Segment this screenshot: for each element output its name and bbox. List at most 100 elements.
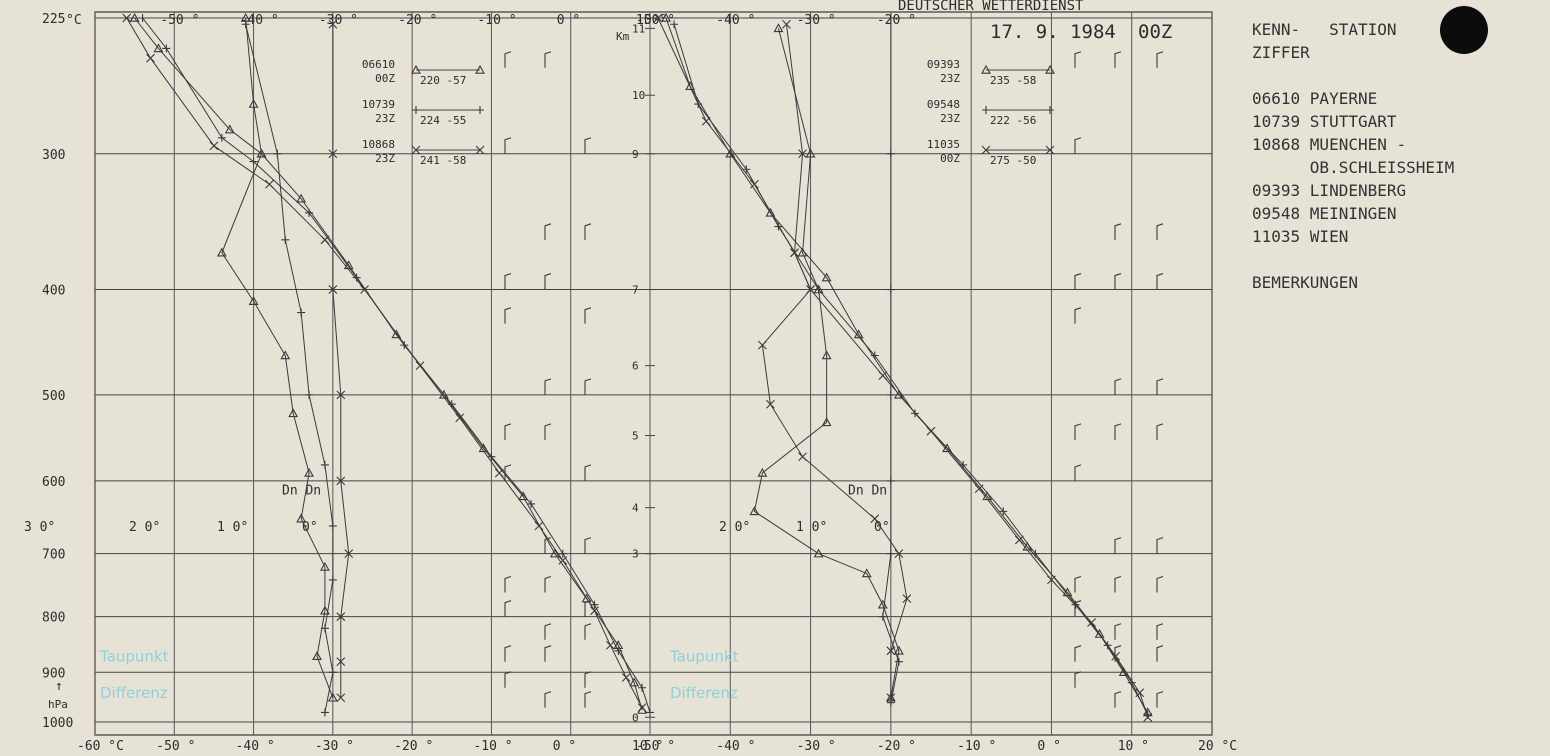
plus-marker	[999, 507, 1008, 516]
wind-barb	[1114, 378, 1122, 395]
plus-marker	[1031, 549, 1040, 558]
trop-values: 241 -58	[420, 154, 466, 167]
cross-marker	[766, 399, 775, 409]
plus-marker	[527, 499, 536, 508]
triangle-marker	[319, 561, 330, 571]
triangle-marker	[280, 350, 291, 360]
dew-diff-tick-left: 0°	[302, 520, 318, 535]
wind-barb	[1114, 423, 1122, 440]
wind-barb	[544, 378, 552, 395]
wind-barb	[1156, 645, 1164, 662]
plus-marker	[487, 452, 496, 461]
x-tick-left-top: -30 °	[319, 13, 358, 28]
cross-marker	[328, 19, 338, 29]
x-tick-right-bottom: -30 °	[797, 739, 836, 754]
plus-marker	[412, 106, 420, 114]
cross-marker	[1087, 618, 1096, 627]
height-tick-label: 4	[632, 502, 639, 515]
cross-marker	[653, 13, 663, 23]
trop-station-id: 10868	[362, 138, 395, 151]
temperature-curve	[673, 24, 1149, 716]
plus-marker	[558, 549, 567, 558]
plus-marker	[305, 208, 314, 217]
station-entry: 11035 WIEN	[1252, 227, 1349, 246]
wind-barb	[1074, 600, 1082, 617]
triangle-marker	[1094, 628, 1105, 638]
wind-barb	[1114, 223, 1122, 240]
x-tick-left-bottom: -10 °	[473, 739, 512, 754]
triangle-marker	[248, 98, 259, 108]
cross-marker	[790, 248, 799, 258]
x-tick-right-bottom: 20 °C	[1198, 739, 1237, 754]
triangle-marker	[749, 506, 760, 516]
pressure-tick-label: 600	[42, 475, 65, 490]
triangle-marker	[248, 296, 259, 305]
plus-marker	[241, 20, 250, 29]
wind-barb	[1114, 51, 1122, 68]
cross-marker	[981, 145, 991, 155]
cross-marker	[1111, 651, 1121, 661]
pressure-tick-label: 400	[42, 284, 65, 299]
trop-station-id: 11035	[927, 138, 960, 151]
cross-marker	[320, 235, 330, 245]
height-tick-label: 10	[632, 89, 645, 102]
wind-barb	[1156, 51, 1164, 68]
x-tick-left-top: -50 °	[160, 13, 199, 28]
wind-barb	[1114, 623, 1122, 640]
plus-marker	[162, 44, 171, 53]
wind-barb	[1156, 537, 1164, 554]
temperature-curve	[657, 17, 1149, 718]
plus-marker	[614, 646, 623, 655]
plus-marker	[886, 149, 895, 158]
plus-marker	[886, 285, 895, 294]
cross-marker	[336, 612, 346, 622]
triangle-marker	[153, 43, 164, 53]
station-list: 06610 PAYERNE 10739 STUTTGART 10868 MUENCH…	[1252, 87, 1548, 248]
x-tick-left-top: -20 °	[398, 13, 437, 28]
annotation-differenz: Differenz	[100, 684, 168, 702]
plus-marker	[1103, 641, 1112, 650]
remarks-label: BEMERKUNGEN	[1252, 273, 1358, 292]
plus-marker	[297, 308, 306, 317]
wind-barb	[1156, 378, 1164, 395]
cross-marker	[344, 549, 354, 559]
x-tick-right-top: -20 °	[877, 13, 916, 28]
plus-marker	[878, 612, 887, 621]
plus-marker	[894, 657, 903, 666]
cross-marker	[411, 145, 421, 155]
height-tick-label: 5	[632, 430, 639, 443]
trop-values: 275 -50	[990, 154, 1036, 167]
cross-marker	[974, 484, 984, 494]
x-tick-right-top: -40 °	[716, 13, 755, 28]
cross-marker	[605, 640, 615, 650]
header-date: 17. 9. 1984	[990, 21, 1116, 43]
cross-marker	[336, 693, 346, 703]
annotation-taupunkt: Taupunkt	[669, 648, 739, 666]
triangle-marker	[853, 329, 864, 339]
grid	[94, 11, 1213, 736]
wind-barb	[584, 671, 592, 688]
trop-values: 220 -57	[420, 74, 466, 87]
station-entry: 10739 STUTTGART	[1252, 112, 1397, 131]
wind-barb	[504, 423, 512, 440]
x-tick-left-bottom: -20 °	[394, 739, 433, 754]
wind-barb	[504, 645, 512, 662]
triangle-marker	[877, 599, 888, 609]
plus-marker	[328, 521, 337, 530]
cross-marker	[1014, 535, 1024, 545]
station-entry: 09393 LINDENBERG	[1252, 181, 1407, 200]
wind-barb	[584, 600, 592, 617]
x-tick-left-top: -10 °	[477, 13, 516, 28]
trop-values: 222 -56	[990, 114, 1036, 127]
wind-barb	[504, 464, 512, 481]
pressure-tick-label: 225	[42, 12, 65, 27]
triangle-marker	[1118, 667, 1129, 677]
wind-barb	[1156, 423, 1164, 440]
dew-diff-label-left: Dn Dn	[282, 484, 321, 499]
height-tick-label: 7	[632, 284, 639, 297]
x-tick-left-bottom: 0 °	[553, 739, 576, 754]
dew-diff-tick-left: 3 0°	[24, 520, 55, 535]
triangle-marker	[319, 605, 330, 615]
wind-barb	[584, 307, 592, 324]
wind-barb	[544, 575, 552, 593]
